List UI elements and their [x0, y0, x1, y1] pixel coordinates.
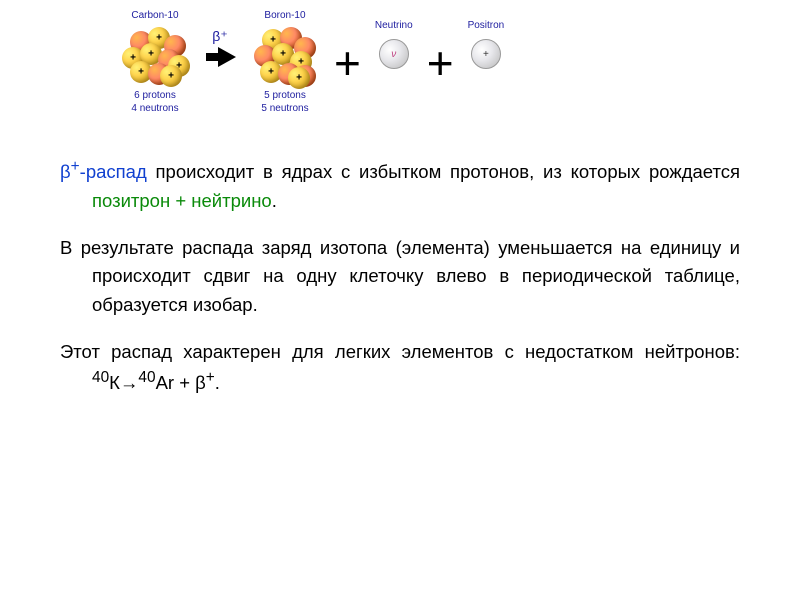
- positron-particle: Positron +: [468, 20, 505, 105]
- positron-icon: +: [471, 39, 501, 69]
- nucleus2-cluster: + + + + +: [250, 25, 320, 85]
- neutrino-particle: Neutrino ν: [375, 20, 413, 105]
- reaction-arrow: β⁺: [204, 28, 236, 97]
- paragraph-3: Этот распад характерен для легких элемен…: [60, 338, 740, 399]
- arrow-icon: [218, 47, 236, 67]
- nucleus1-bottom-label: 6 protons 4 neutrons: [131, 89, 178, 115]
- plus-symbol-2: +: [427, 40, 454, 86]
- positron-label: Positron: [468, 20, 505, 31]
- neutrino-icon: ν: [379, 39, 409, 69]
- body-text: β+-распад происходит в ядрах с избытком …: [60, 155, 740, 398]
- arrow-label: β⁺: [212, 28, 227, 45]
- decay-diagram: Carbon-10 + + + + + + 6 protons 4 neutro…: [120, 10, 740, 115]
- nucleus1-cluster: + + + + + +: [120, 25, 190, 85]
- plus-symbol-1: +: [334, 40, 361, 86]
- nucleus-carbon10: Carbon-10 + + + + + + 6 protons 4 neutro…: [120, 10, 190, 115]
- paragraph-1: β+-распад происходит в ядрах с избытком …: [60, 155, 740, 216]
- nucleus2-bottom-label: 5 protons 5 neutrons: [261, 89, 308, 115]
- paragraph-2: В результате распада заряд изотопа (элем…: [60, 234, 740, 320]
- nucleus1-top-label: Carbon-10: [131, 10, 178, 21]
- neutrino-label: Neutrino: [375, 20, 413, 31]
- nucleus-boron10: Boron-10 + + + + + 5 protons 5 neutrons: [250, 10, 320, 115]
- nucleus2-top-label: Boron-10: [264, 10, 305, 21]
